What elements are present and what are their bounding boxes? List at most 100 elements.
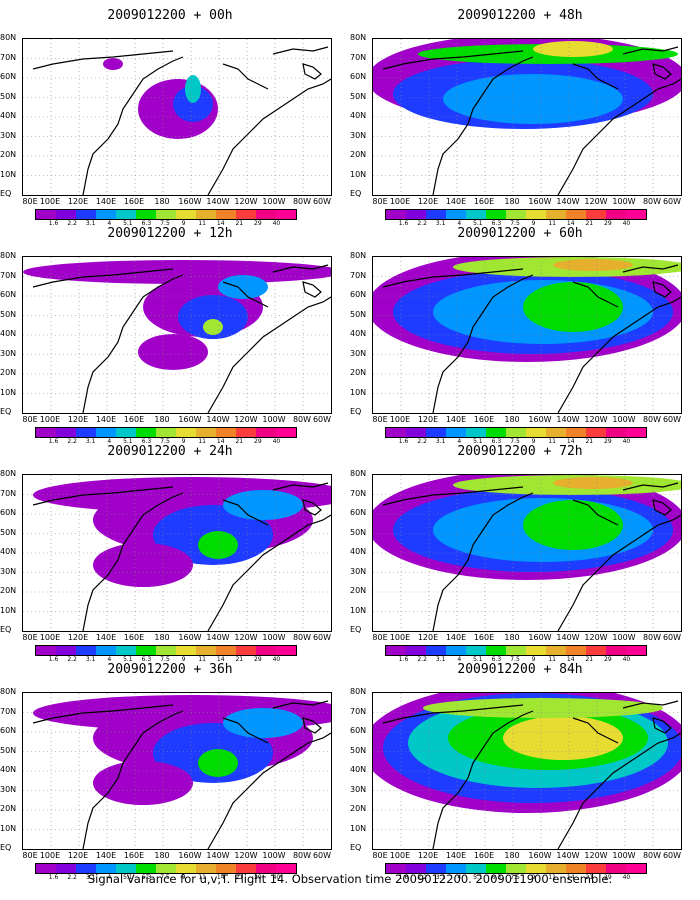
heatmap-svg — [23, 257, 331, 413]
lat-tick-label: 80N — [0, 688, 17, 696]
lon-tick-label: 100E — [39, 633, 61, 642]
colorbar-level-label: 5.1 — [123, 220, 133, 227]
coastline — [207, 732, 331, 849]
lon-tick-label: 80W — [292, 197, 312, 206]
lon-tick-label: 120W — [584, 633, 608, 642]
coastline — [432, 710, 534, 849]
colorbar-swatch — [176, 864, 196, 873]
colorbar-swatch — [546, 428, 566, 437]
coastline — [652, 499, 672, 516]
lat-tick-label: 80N — [350, 470, 367, 478]
lon-tick-label: 160W — [528, 851, 552, 860]
colorbar-swatch — [426, 428, 446, 437]
colorbar-swatch — [276, 428, 296, 437]
lon-tick-label: 100W — [612, 197, 636, 206]
colorbar-level-label: 40 — [622, 656, 631, 663]
map-area — [22, 692, 332, 850]
coastline — [32, 268, 174, 288]
colorbar-level-label: 29 — [604, 438, 612, 445]
lon-tick-label: 60W — [662, 851, 682, 860]
colorbar-level-label: 3.1 — [85, 874, 96, 881]
variance-region — [173, 86, 213, 122]
colorbar-swatch — [546, 210, 566, 219]
colorbar-level-label: 4 — [107, 220, 112, 227]
colorbar-level-label: 6.3 — [141, 220, 152, 227]
lat-tick-label: 20N — [0, 805, 17, 813]
coastline — [557, 514, 681, 631]
colorbar-swatch — [406, 864, 426, 873]
colorbar-swatch — [76, 428, 96, 437]
coastline — [222, 499, 269, 526]
lat-tick-label: 10N — [0, 824, 17, 833]
forecast-panel-48h: 2009012200 + 48h 80N 70N 60N 50N 40N 30N 20N 10N… — [350, 8, 690, 233]
colorbar-level-label: 14 — [566, 656, 575, 663]
colorbar-level-label: 9 — [531, 438, 536, 445]
lat-tick-label: EQ — [0, 190, 12, 198]
colorbar-level-label: 11 — [548, 220, 556, 227]
lon-tick-label: 60W — [312, 851, 332, 860]
colorbar-swatch — [96, 428, 116, 437]
colorbar-swatch — [466, 864, 486, 873]
lon-tick-label: 60W — [662, 197, 682, 206]
lon-tick-label: 160W — [178, 197, 202, 206]
lon-tick-label: 120W — [584, 197, 608, 206]
colorbar-swatch — [586, 210, 606, 219]
lon-tick-label: 140E — [445, 851, 467, 860]
colorbar-swatch — [386, 864, 406, 873]
colorbar-level-label: 3.1 — [435, 874, 446, 881]
colorbar-swatch — [506, 210, 526, 219]
lat-tick-label: 60N — [0, 291, 17, 299]
colorbar-level-label: 1.6 — [398, 656, 409, 663]
colorbar-level-label: 4 — [107, 438, 112, 445]
panel-title: 2009012200 + 24h — [107, 444, 233, 459]
colorbar-level-label: 4 — [107, 874, 112, 881]
lon-tick-label: 160E — [473, 197, 495, 206]
lat-tick-label: 20N — [350, 587, 367, 595]
colorbar-swatch — [116, 210, 136, 219]
colorbar-level-label: 3.1 — [85, 220, 96, 227]
lon-tick-label: 80W — [642, 851, 662, 860]
colorbar-swatch — [506, 864, 526, 873]
lat-tick-label: 40N — [350, 112, 367, 120]
colorbar-level-label: 2.2 — [67, 438, 77, 445]
lat-tick-label: EQ — [0, 626, 12, 634]
colorbar-level-label: 5.1 — [473, 438, 483, 445]
colorbar-swatch — [606, 210, 626, 219]
lon-tick-label: 140W — [556, 197, 580, 206]
colorbar-swatch — [176, 428, 196, 437]
colorbar-level-label: 9 — [181, 874, 186, 881]
colorbar-level-label: 14 — [566, 438, 575, 445]
colorbar-level-label: 1.6 — [398, 874, 409, 881]
lat-tick-label: 40N — [0, 548, 17, 556]
coastline — [622, 700, 679, 709]
colorbar-swatch — [386, 646, 406, 655]
coastline — [382, 268, 524, 288]
colorbar-swatch — [426, 864, 446, 873]
colorbar-level-label: 7.5 — [510, 656, 520, 663]
lat-tick-label: 50N — [0, 528, 17, 537]
colorbar-level-label: 11 — [548, 874, 556, 881]
lon-tick-label: 120E — [67, 415, 89, 424]
colorbar-swatch — [56, 428, 76, 437]
colorbar-swatch — [446, 428, 466, 437]
lon-tick-label: 120E — [67, 851, 89, 860]
lon-tick-label: 100W — [612, 851, 636, 860]
colorbar-level-label: 40 — [272, 874, 281, 881]
lat-tick-label: 40N — [350, 548, 367, 556]
lat-tick-label: 70N — [350, 489, 367, 498]
colorbar-level-label: 11 — [198, 656, 206, 663]
colorbar-level-label: 4 — [457, 438, 462, 445]
colorbar-swatch — [626, 864, 646, 873]
colorbar-level-label: 1.6 — [398, 438, 409, 445]
lon-tick-label: 180 — [504, 633, 520, 642]
colorbar-level-label: 6.3 — [491, 656, 502, 663]
colorbar-level-label: 4 — [457, 874, 462, 881]
lon-tick-label: 100E — [39, 851, 61, 860]
colorbar — [35, 645, 297, 656]
colorbar-swatch — [96, 646, 116, 655]
lat-tick-label: 40N — [0, 330, 17, 338]
colorbar-swatch — [196, 864, 216, 873]
lon-tick-label: 100E — [389, 851, 411, 860]
colorbar-level-label: 7.5 — [510, 438, 520, 445]
colorbar-level-label: 6.3 — [491, 220, 502, 227]
